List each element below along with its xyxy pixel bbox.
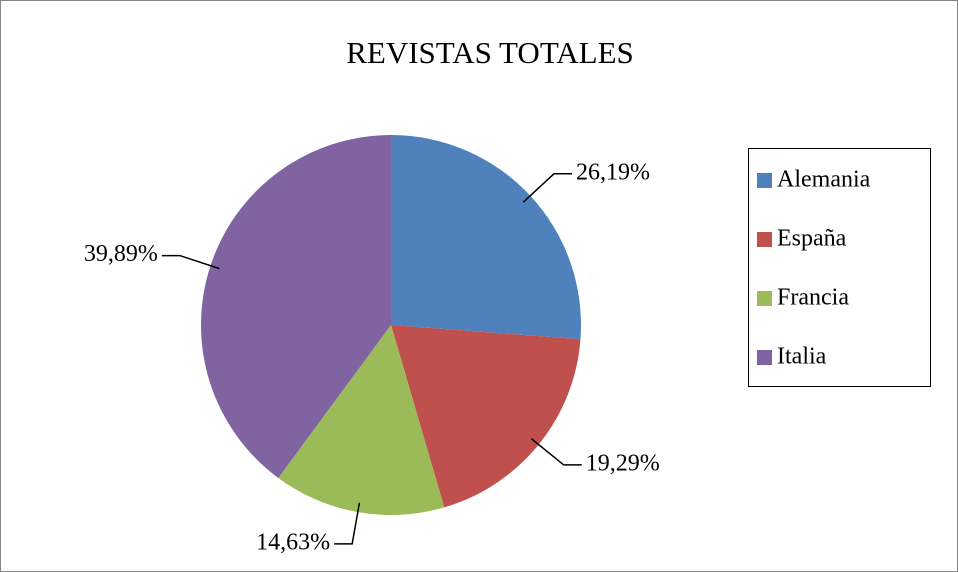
chart-title: REVISTAS TOTALES [346,35,634,70]
leader-line [334,502,361,545]
legend-swatch [757,232,772,247]
leader-line [161,254,220,270]
legend-label: Alemania [777,167,871,193]
legend-swatch [757,291,772,306]
legend-swatch [757,350,772,365]
pie-slice [200,135,391,478]
pie-slice [278,325,445,515]
legend-label: Francia [777,285,849,311]
data-label: 14,63% [256,529,330,555]
pie-slice [391,325,581,508]
legend-box [748,148,931,387]
data-label: 39,89% [84,241,158,267]
leader-line [530,438,582,466]
data-label: 26,19% [576,159,650,185]
pie-slice [391,135,581,340]
leader-line [522,173,572,203]
legend-label: España [777,226,847,252]
legend-swatch [757,173,772,188]
data-label: 19,29% [586,450,660,476]
legend-label: Italia [777,344,827,370]
